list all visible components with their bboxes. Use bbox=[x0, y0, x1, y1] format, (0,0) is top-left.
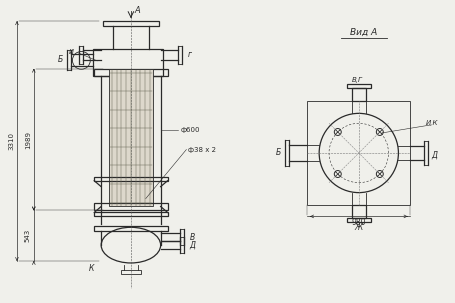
Text: 1989: 1989 bbox=[25, 131, 31, 148]
Bar bbox=[94, 212, 167, 216]
Text: 3310: 3310 bbox=[8, 132, 14, 150]
Text: Ж: Ж bbox=[354, 223, 362, 232]
Text: В: В bbox=[189, 233, 195, 242]
Text: 543: 543 bbox=[25, 229, 31, 242]
Bar bbox=[351, 205, 365, 218]
Text: К: К bbox=[88, 265, 94, 273]
Bar bbox=[307, 102, 410, 205]
Bar bbox=[94, 177, 167, 181]
Bar bbox=[94, 226, 167, 231]
Bar bbox=[94, 202, 167, 211]
Text: Д: Д bbox=[189, 241, 195, 250]
Bar bbox=[93, 49, 162, 76]
Bar bbox=[109, 69, 152, 206]
Bar bbox=[351, 88, 365, 102]
Text: Вид А: Вид А bbox=[349, 28, 377, 37]
Bar bbox=[94, 69, 167, 76]
Text: Б: Б bbox=[58, 55, 63, 64]
Text: г: г bbox=[187, 50, 191, 59]
Text: И,К: И,К bbox=[425, 120, 437, 126]
Text: В,Г: В,Г bbox=[351, 77, 361, 83]
Text: 980: 980 bbox=[351, 218, 365, 227]
Bar bbox=[121, 270, 141, 274]
Bar bbox=[103, 21, 158, 26]
Text: ф600: ф600 bbox=[180, 127, 199, 133]
Text: А: А bbox=[134, 6, 139, 15]
Bar bbox=[346, 218, 370, 222]
Text: и: и bbox=[69, 48, 74, 56]
Text: Б: Б bbox=[275, 148, 281, 158]
Text: ф38 х 2: ф38 х 2 bbox=[188, 147, 216, 152]
Text: Д: Д bbox=[430, 151, 436, 159]
Bar bbox=[346, 84, 370, 88]
